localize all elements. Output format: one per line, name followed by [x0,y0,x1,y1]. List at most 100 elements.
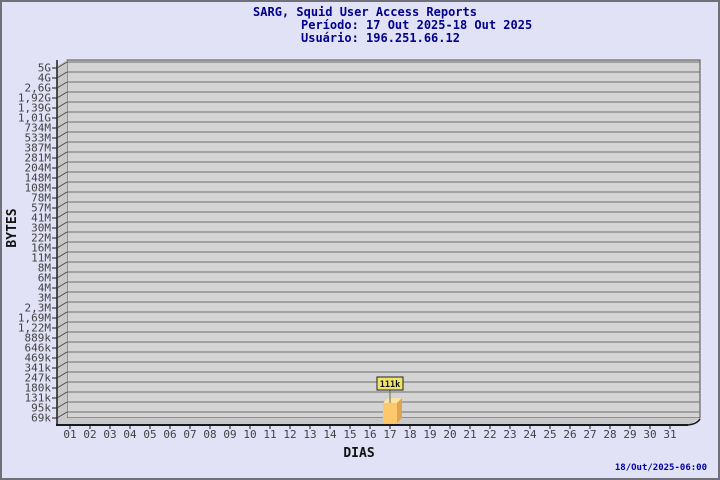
y-tick-label: 131k [25,392,52,405]
y-tick-label: 533M [25,132,52,145]
x-tick-label: 25 [543,428,556,441]
y-tick-label: 646k [25,342,52,355]
x-tick-label: 20 [443,428,456,441]
y-tick-label: 4M [38,282,52,295]
x-tick-label: 07 [183,428,196,441]
x-tick-label: 14 [323,428,337,441]
y-tick-label: 41M [31,212,51,225]
y-tick-connector [56,351,68,359]
y-tick-connector [56,171,68,179]
x-tick-label: 27 [583,428,596,441]
y-tick-connector [56,141,68,149]
y-tick-label: 57M [31,202,51,215]
bar-day-17-side [397,398,402,423]
x-tick-label: 03 [103,428,116,441]
y-tick-connector [56,211,68,219]
y-tick-label: 22M [31,232,51,245]
y-tick-label: 1,01G [18,112,51,125]
y-tick-label: 734M [25,122,52,135]
x-tick-label: 01 [63,428,76,441]
y-tick-connector [56,271,68,279]
y-tick-label: 3M [38,292,52,305]
y-tick-connector [56,231,68,239]
generation-timestamp: 18/Out/2025-06:00 [615,463,707,473]
x-tick-label: 08 [203,428,216,441]
y-tick-label: 148M [25,172,52,185]
y-tick-connector [56,321,68,329]
y-tick-label: 16M [31,242,51,255]
y-tick-connector [56,151,68,159]
x-tick-label: 23 [503,428,516,441]
x-tick-label: 29 [623,428,636,441]
x-tick-label: 15 [343,428,356,441]
y-tick-connector [56,81,68,89]
y-tick-label: 2,6G [25,82,52,95]
y-tick-connector [56,71,68,79]
bar-value-label: 111k [380,380,400,390]
y-tick-label: 387M [25,142,52,155]
x-tick-label: 28 [603,428,616,441]
y-tick-connector [56,301,68,309]
y-tick-connector [56,281,68,289]
y-tick-connector [56,291,68,299]
y-tick-label: 281M [25,152,52,165]
y-tick-connector [56,191,68,199]
y-tick-label: 2,3M [25,302,52,315]
x-tick-label: 09 [223,428,236,441]
y-tick-connector [56,261,68,269]
y-tick-connector [56,341,68,349]
y-tick-connector [56,371,68,379]
bar-day-17-top [383,398,402,403]
x-tick-label: 02 [83,428,96,441]
x-tick-label: 04 [123,428,137,441]
x-tick-label: 18 [403,428,416,441]
x-tick-label: 21 [463,428,476,441]
y-tick-label: 469k [25,352,52,365]
y-tick-label: 1,22M [18,322,51,335]
y-tick-label: 5G [38,62,51,75]
x-tick-label: 11 [263,428,276,441]
x-tick-label: 16 [363,428,376,441]
y-tick-label: 204M [25,162,52,175]
y-tick-connector [56,391,68,399]
y-tick-connector [56,401,68,409]
x-tick-label: 19 [423,428,436,441]
x-tick-label: 22 [483,428,496,441]
y-tick-connector [56,411,68,419]
y-tick-connector [56,111,68,119]
y-tick-connector [56,181,68,189]
bar-day-17 [383,403,397,423]
x-tick-label: 06 [163,428,176,441]
x-tick-label: 13 [303,428,316,441]
y-tick-connector [56,161,68,169]
y-tick-label: 4G [38,72,51,85]
y-tick-connector [56,201,68,209]
y-tick-connector [56,311,68,319]
x-tick-label: 12 [283,428,296,441]
y-tick-connector [56,131,68,139]
y-tick-label: 180k [25,382,52,395]
y-tick-connector [56,381,68,389]
y-tick-label: 8M [38,262,52,275]
x-axis-title: DIAS [343,446,374,461]
x-tick-label: 26 [563,428,576,441]
y-tick-connector [56,331,68,339]
floor-front-edge [687,418,701,426]
x-tick-label: 30 [643,428,656,441]
plot-face [66,59,701,419]
y-tick-connector [56,241,68,249]
chart-title: SARG, Squid User Access Reports [253,5,477,19]
x-tick-label: 31 [663,428,676,441]
y-tick-label: 11M [31,252,51,265]
y-axis-title: BYTES [5,208,20,247]
y-tick-label: 95k [31,402,51,415]
y-tick-label: 108M [25,182,52,195]
y-tick-connector [56,91,68,99]
y-tick-connector [56,101,68,109]
y-tick-label: 78M [31,192,51,205]
y-tick-connector [56,361,68,369]
x-tick-label: 17 [383,428,396,441]
x-tick-label: 24 [523,428,537,441]
y-tick-connector [56,61,68,69]
